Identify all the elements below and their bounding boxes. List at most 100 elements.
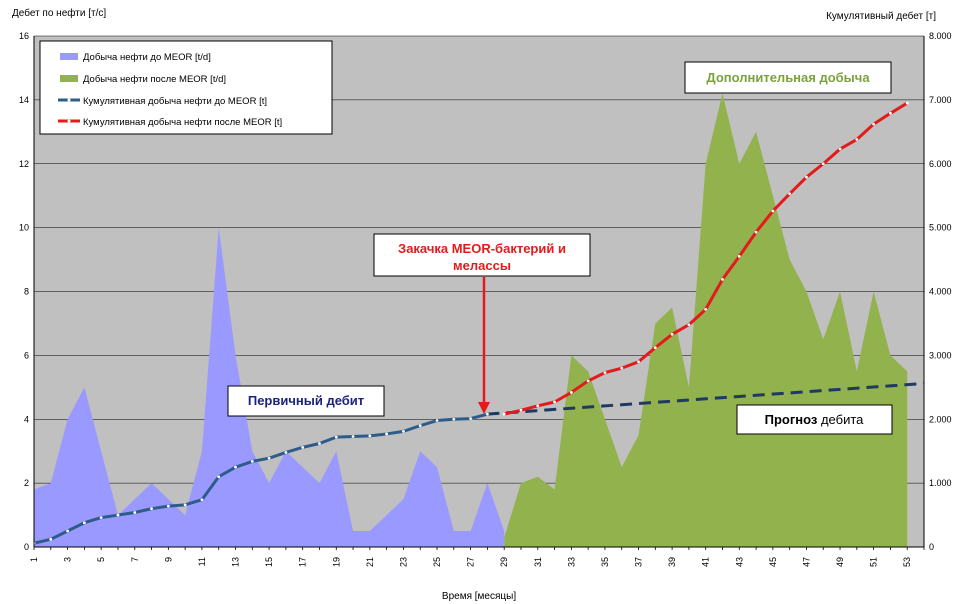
cumulative-before-meor-point xyxy=(133,511,137,514)
y-right-tick-label: 5.000 xyxy=(929,223,952,233)
legend-swatch-after-area xyxy=(60,75,78,82)
y-left-tick-label: 14 xyxy=(19,95,29,105)
x-tick-label: 53 xyxy=(902,557,912,567)
cumulative-before-meor-point xyxy=(234,465,237,469)
annotation-injection-arrow-head xyxy=(478,402,490,414)
cumulative-before-meor-point xyxy=(402,429,405,433)
annotation-forecast-rest: дебита xyxy=(817,412,864,427)
x-tick-label: 51 xyxy=(869,557,879,567)
y-right-tick-label: 6.000 xyxy=(929,159,952,169)
cumulative-before-meor-point xyxy=(435,419,439,422)
x-axis-title: Время [месяцы] xyxy=(442,591,516,602)
y-right-tick-label: 2.000 xyxy=(929,414,952,424)
annotation-additional: Дополнительная добыча xyxy=(684,61,892,94)
annotation-primary-box xyxy=(227,385,385,417)
cumulative-before-meor-point xyxy=(351,435,355,438)
cumulative-before-meor-point xyxy=(250,460,254,463)
x-tick-label: 45 xyxy=(768,557,778,567)
cumulative-after-meor-point xyxy=(838,147,842,151)
legend-box xyxy=(39,40,333,135)
y-left-tick-label: 12 xyxy=(19,159,29,169)
x-tick-label: 19 xyxy=(331,557,341,567)
cumulative-before-meor-point xyxy=(368,434,372,438)
y-left-tick-label: 8 xyxy=(24,287,29,297)
cumulative-after-meor-point xyxy=(737,254,741,258)
y-left-tick-label: 6 xyxy=(24,350,29,360)
x-tick-label: 37 xyxy=(634,557,644,567)
x-tick-label: 11 xyxy=(197,557,207,566)
cumulative-before-meor-point xyxy=(284,451,288,454)
x-tick-label: 15 xyxy=(264,557,274,567)
area-before-meor xyxy=(34,227,505,547)
x-tick-label: 5 xyxy=(96,557,106,562)
x-tick-label: 29 xyxy=(499,557,509,567)
y-axis-left-title: Дебет по нефти [т/с] xyxy=(12,7,106,19)
cumulative-before-meor-point xyxy=(150,507,153,511)
y-left-tick-label: 10 xyxy=(19,223,29,233)
legend: Добыча нефти до MEOR [t/d] Добыча нефти … xyxy=(39,40,333,135)
annotation-injection: Закачка MEOR-бактерий и мелассы xyxy=(373,233,591,414)
x-tick-label: 23 xyxy=(398,557,408,567)
y-left-tick-label: 4 xyxy=(24,414,29,424)
x-tick-label: 9 xyxy=(163,557,173,562)
cumulative-after-meor-point xyxy=(620,366,624,370)
y-left-tick-label: 16 xyxy=(19,31,29,41)
cumulative-after-meor-point xyxy=(855,138,859,141)
cumulative-after-meor-point xyxy=(502,412,506,416)
x-tick-label: 21 xyxy=(365,557,375,567)
y-right-tick-label: 4.000 xyxy=(929,287,952,297)
cumulative-before-meor-point xyxy=(49,537,53,541)
cumulative-before-meor-point xyxy=(267,456,271,460)
cumulative-after-meor-point xyxy=(889,111,892,115)
cumulative-after-meor-point xyxy=(653,346,657,350)
legend-label-after-line: Кумулятивная добыча нефти после MEOR [t] xyxy=(83,117,282,128)
y-right-tick-label: 1.000 xyxy=(929,478,952,488)
y-right-tick-label: 3.000 xyxy=(929,350,952,360)
cumulative-after-meor-point xyxy=(569,391,573,394)
cumulative-before-meor-point xyxy=(200,498,204,502)
cumulative-before-meor-point xyxy=(485,412,489,416)
cumulative-before-meor-point xyxy=(82,521,86,525)
x-tick-label: 49 xyxy=(835,557,845,567)
legend-label-before-line: Кумулятивная добыча нефти до MEOR [t] xyxy=(83,96,267,107)
cumulative-after-meor-point xyxy=(771,209,775,213)
cumulative-before-meor-point xyxy=(217,475,221,479)
legend-swatch-before-area xyxy=(60,53,78,60)
x-tick-label: 1 xyxy=(29,557,39,562)
annotation-additional-box xyxy=(684,61,892,94)
cumulative-before-meor-point xyxy=(166,504,170,508)
cumulative-after-meor-point xyxy=(721,277,724,281)
cumulative-after-meor-point xyxy=(536,404,540,408)
cumulative-after-meor-point xyxy=(687,323,691,327)
cumulative-after-meor-point xyxy=(586,379,590,383)
cumulative-before-meor-point xyxy=(318,442,321,445)
annotation-forecast: Прогноз дебита xyxy=(736,404,893,435)
cumulative-after-meor-point xyxy=(754,230,758,234)
cumulative-before-meor-point xyxy=(452,417,456,421)
legend-label-after-area: Добыча нефти после MEOR [t/d] xyxy=(83,74,226,85)
cumulative-after-meor-point xyxy=(670,332,674,336)
cumulative-before-meor-point xyxy=(66,529,69,533)
forecast-dashed-line xyxy=(487,381,925,416)
annotation-forecast-text: Прогноз дебита xyxy=(765,412,865,427)
annotation-forecast-box xyxy=(736,404,893,435)
x-tick-label: 39 xyxy=(667,557,677,567)
annotation-forecast-bold: Прогноз xyxy=(765,412,818,427)
tick-labels: 0 2 4 6 8 10 12 14 16 0 1.000 2.000 3.000 4.000 5.000 6… xyxy=(19,31,952,567)
cumulative-before-meor-point xyxy=(469,417,473,421)
cumulative-after-meor-point xyxy=(519,408,523,412)
x-tick-label: 35 xyxy=(600,557,610,567)
x-tick-label: 47 xyxy=(801,557,811,567)
cumulative-before-meor-point xyxy=(385,432,389,436)
x-tick-label: 3 xyxy=(63,557,73,562)
annotation-additional-text: Дополнительная добыча xyxy=(706,70,870,85)
cumulative-before-meor-line xyxy=(33,412,488,545)
x-tick-label: 43 xyxy=(734,557,744,567)
cumulative-before-meor-point xyxy=(99,516,103,520)
y-left-tick-label: 0 xyxy=(24,542,29,552)
cumulative-before-meor-point xyxy=(116,513,120,517)
annotation-primary-text: Первичный дебит xyxy=(248,393,364,408)
axes xyxy=(33,36,925,550)
cumulative-before-meor-point xyxy=(183,503,187,507)
